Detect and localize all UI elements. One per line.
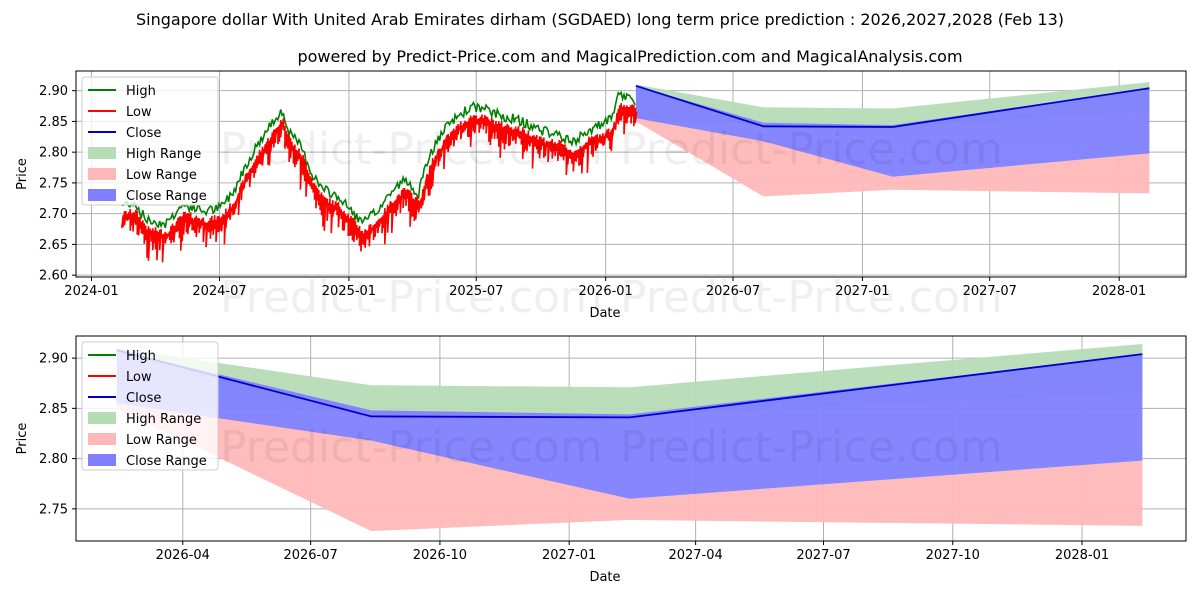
low-range-area bbox=[635, 118, 1150, 197]
y-tick-label: 2.70 bbox=[39, 207, 68, 222]
legend-low-range-label: Low Range bbox=[126, 168, 197, 183]
x-tick-label: 2026-07 bbox=[283, 548, 337, 563]
x-axis-label: Date bbox=[589, 306, 620, 321]
x-axis-label: Date bbox=[589, 570, 620, 585]
y-tick-label: 2.60 bbox=[39, 269, 68, 284]
x-tick-label: 2025-07 bbox=[449, 284, 503, 299]
x-tick-label: 2027-01 bbox=[542, 548, 596, 563]
top-range-areas bbox=[635, 82, 1150, 197]
chart-subtitle: powered by Predict-Price.com and Magical… bbox=[297, 47, 962, 66]
top-legend: High Low Close High Range Low Range Close Ran… bbox=[81, 76, 219, 206]
top-watermarks: Predict-Price.com Predict-Price.com Pred… bbox=[220, 124, 1003, 323]
x-tick-label: 2028-01 bbox=[1092, 284, 1146, 299]
x-tick-label: 2026-10 bbox=[413, 548, 467, 563]
plot-frame bbox=[75, 335, 1187, 542]
bottom-axes: 2026-04 2026-07 2026-10 2027-01 2027-04 2027-… bbox=[15, 335, 1187, 585]
y-tick-label: 2.85 bbox=[39, 115, 68, 130]
legend-high-range-swatch bbox=[88, 412, 116, 424]
y-tick-label: 2.85 bbox=[39, 402, 68, 417]
close-range-area bbox=[116, 350, 1143, 499]
legend-close-label: Close bbox=[126, 126, 161, 141]
bottom-watermarks: Predict-Price.com Predict-Price.com bbox=[220, 422, 1003, 473]
top-panel: Predict-Price.com Predict-Price.com Pred… bbox=[15, 70, 1187, 323]
low-range-area bbox=[116, 403, 1143, 531]
legend-close-range-swatch bbox=[88, 454, 116, 466]
top-series-lines bbox=[120, 84, 1150, 263]
watermark: Predict-Price.com bbox=[620, 272, 1003, 323]
x-tick-label: 2026-07 bbox=[706, 284, 760, 299]
legend-high-range-label: High Range bbox=[126, 147, 201, 162]
legend-high-label: High bbox=[126, 349, 156, 364]
legend-high-range-label: High Range bbox=[126, 412, 201, 427]
legend-low-range-swatch bbox=[88, 168, 116, 180]
top-axes: 2024-01 2024-07 2025-01 2025-07 2026-01 2026-… bbox=[15, 70, 1187, 321]
chart-title: Singapore dollar With United Arab Emirat… bbox=[136, 10, 1064, 29]
x-tick-label: 2028-01 bbox=[1055, 548, 1109, 563]
y-axis-label: Price bbox=[15, 423, 30, 455]
legend-low-range-swatch bbox=[88, 433, 116, 445]
y-axis-label: Price bbox=[15, 158, 30, 190]
bottom-series-lines bbox=[116, 349, 1143, 419]
y-tick-label: 2.80 bbox=[39, 452, 68, 467]
x-tick-label: 2027-07 bbox=[796, 548, 850, 563]
close-line bbox=[116, 349, 1143, 419]
x-tick-label: 2026-01 bbox=[579, 284, 633, 299]
watermark: Predict-Price.com bbox=[220, 422, 603, 473]
x-tick-label: 2024-07 bbox=[192, 284, 246, 299]
watermark: Predict-Price.com bbox=[220, 272, 603, 323]
legend-low-label: Low bbox=[126, 370, 152, 385]
legend-close-label: Close bbox=[126, 391, 161, 406]
bottom-panel: Predict-Price.com Predict-Price.com 2026… bbox=[15, 335, 1187, 585]
y-tick-label: 2.90 bbox=[39, 84, 68, 99]
x-tick-label: 2026-04 bbox=[156, 548, 210, 563]
close-range-area bbox=[635, 85, 1150, 177]
bottom-legend: High Low Close High Range Low Range Close Ran… bbox=[81, 341, 219, 471]
plot-frame bbox=[75, 70, 1187, 278]
y-tick-label: 2.65 bbox=[39, 238, 68, 253]
bottom-range-areas bbox=[116, 344, 1143, 531]
x-tick-label: 2027-04 bbox=[668, 548, 722, 563]
legend-close-range-label: Close Range bbox=[126, 189, 207, 204]
watermark: Predict-Price.com bbox=[620, 124, 1003, 175]
y-tick-label: 2.90 bbox=[39, 352, 68, 367]
legend-low-label: Low bbox=[126, 105, 152, 120]
legend-high-label: High bbox=[126, 84, 156, 99]
watermark: Predict-Price.com bbox=[620, 422, 1003, 473]
x-tick-label: 2025-01 bbox=[322, 284, 376, 299]
x-tick-label: 2027-01 bbox=[835, 284, 889, 299]
y-tick-label: 2.75 bbox=[39, 502, 68, 517]
legend-close-range-swatch bbox=[88, 189, 116, 201]
low-line bbox=[120, 103, 638, 263]
close-line bbox=[635, 84, 1150, 128]
legend-high-range-swatch bbox=[88, 147, 116, 159]
watermark: Predict-Price.com bbox=[220, 124, 603, 175]
legend-low-range-label: Low Range bbox=[126, 433, 197, 448]
legend-close-range-label: Close Range bbox=[126, 454, 207, 469]
x-tick-label: 2027-07 bbox=[963, 284, 1017, 299]
high-line bbox=[121, 90, 636, 229]
x-tick-label: 2027-10 bbox=[926, 548, 980, 563]
x-tick-label: 2024-01 bbox=[64, 284, 118, 299]
y-tick-label: 2.80 bbox=[39, 146, 68, 161]
y-tick-label: 2.75 bbox=[39, 176, 68, 191]
